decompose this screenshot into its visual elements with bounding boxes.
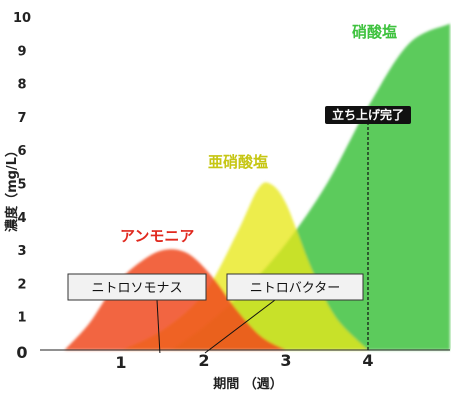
ready-marker-label: 立ち上げ完了 — [332, 107, 404, 122]
series-label-nitrite: 亜硝酸塩 — [208, 153, 268, 171]
y-tick-label: 1 — [17, 311, 26, 326]
x-tick-label: 0 — [16, 343, 27, 362]
y-axis-title: 濃度（mg/L） — [4, 144, 20, 232]
area-nitrite — [122, 182, 368, 350]
y-tick-label: 8 — [17, 78, 26, 93]
callout-nitrosomonas-label: ニトロソモナス — [91, 281, 182, 296]
x-tick-label: 2 — [198, 351, 209, 370]
x-axis-title: 期間 （週） — [213, 376, 283, 392]
x-tick-labels: 0 1 2 3 4 — [16, 343, 373, 372]
y-tick-label: 5 — [17, 178, 26, 193]
series-areas — [64, 23, 450, 350]
x-tick-label: 3 — [280, 351, 291, 370]
x-tick-label: 1 — [115, 353, 126, 372]
y-tick-label: 3 — [17, 244, 26, 259]
area-nitrate — [171, 23, 450, 350]
callout-nitrosomonas-pointer — [156, 299, 161, 354]
y-tick-label: 6 — [17, 144, 26, 159]
y-tick-label: 4 — [17, 211, 26, 226]
callout-nitrosomonas: ニトロソモナス — [67, 273, 207, 354]
ready-marker-badge: 立ち上げ完了 — [325, 106, 411, 124]
y-tick-label: 2 — [17, 277, 26, 292]
y-tick-label: 9 — [17, 44, 26, 59]
y-tick-label: 10 — [13, 11, 31, 26]
series-label-ammonia: アンモニア — [120, 227, 194, 245]
callout-nitrobacter-label: ニトロバクター — [250, 281, 340, 296]
y-tick-label: 7 — [17, 111, 26, 126]
y-tick-labels: 1 2 3 4 5 6 7 8 9 10 — [13, 11, 31, 326]
series-label-nitrate: 硝酸塩 — [352, 23, 397, 41]
callout-nitrobacter: ニトロバクター — [204, 273, 364, 354]
x-tick-label: 4 — [362, 351, 373, 370]
callout-nitrobacter-pointer — [204, 299, 276, 354]
